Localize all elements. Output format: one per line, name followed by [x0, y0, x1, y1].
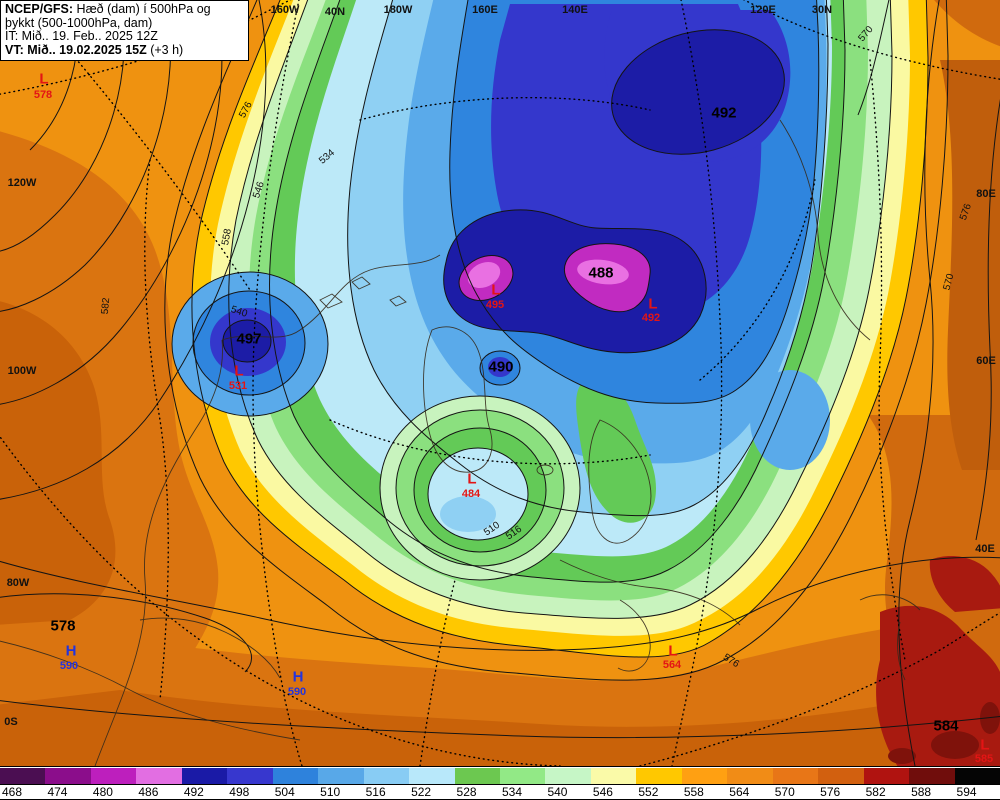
colorbar-cell	[545, 768, 591, 784]
graticule-label: 140E	[562, 4, 588, 16]
graticule-label: 100W	[7, 365, 37, 377]
colorbar-cell	[727, 768, 773, 784]
colorbar-cells	[0, 768, 1000, 785]
graticule-label: 120W	[7, 177, 37, 189]
low-center-value: 564	[662, 659, 682, 671]
colorbar-tick-label: 486	[138, 785, 159, 799]
graticule-label: 120E	[750, 4, 776, 16]
map-canvas	[0, 0, 1000, 766]
colorbar-tick-label: 534	[502, 785, 523, 799]
colorbar-cell	[863, 768, 910, 784]
colorbar-cell	[136, 768, 182, 784]
colorbar-tick-label: 492	[183, 785, 204, 799]
colorbar-cell	[681, 768, 728, 784]
graticule-label: 160W	[270, 4, 300, 16]
title-line-3: IT: Mið.. 19. Feb.. 2025 12Z	[5, 29, 158, 43]
height-label: 488	[588, 264, 614, 282]
height-label: 497	[236, 330, 262, 348]
colorbar-tick-label: 594	[956, 785, 977, 799]
colorbar-cell	[590, 768, 637, 784]
graticule-label: 180W	[383, 4, 413, 16]
low-center-marker: L	[648, 295, 658, 313]
high-center-marker: H	[65, 642, 77, 660]
height-label: 578	[50, 617, 76, 635]
low-center-value: 578	[33, 89, 53, 101]
colorbar-tick-label: 528	[456, 785, 477, 799]
graticule-label: 60E	[976, 355, 996, 367]
colorbar-cell	[454, 768, 500, 784]
colorbar-legend: 468 474 480 486 492 498 504 510 516 522 528 534 540 5…	[0, 766, 1000, 800]
colorbar-cell	[90, 768, 137, 784]
colorbar-cell	[272, 768, 319, 784]
graticule-label: 40N	[324, 6, 346, 18]
colorbar-tick-label: 552	[638, 785, 659, 799]
title-box: NCEP/GFS: Hæð (dam) í 500hPa og þykkt (5…	[0, 0, 249, 61]
low-center-value: 484	[461, 488, 481, 500]
colorbar-tick-label: 504	[274, 785, 295, 799]
colorbar-tick-label: 510	[320, 785, 341, 799]
low-center-value: 531	[228, 380, 248, 392]
low-center-marker: L	[491, 281, 501, 299]
colorbar-labels: 468 474 480 486 492 498 504 510 516 522 528 534 540 5…	[0, 785, 1000, 799]
low-center-value: 492	[641, 312, 661, 324]
cold-fill-rings	[172, 0, 928, 657]
colorbar-cell	[45, 768, 91, 784]
graticule-label: 80E	[976, 188, 996, 200]
high-center-value: 590	[59, 660, 79, 672]
contour-label: 582	[99, 297, 113, 315]
colorbar-cell	[363, 768, 410, 784]
colorbar-cell	[318, 768, 364, 784]
colorbar-tick-label: 582	[865, 785, 886, 799]
coastlines	[0, 119, 921, 766]
low-center-value: 585	[974, 753, 994, 765]
height-label: 584	[933, 717, 959, 735]
colorbar-cell	[499, 768, 546, 784]
low-center-marker: L	[467, 470, 477, 488]
colorbar-tick-label: 546	[592, 785, 613, 799]
colorbar-tick-label: 522	[411, 785, 432, 799]
colorbar-cell	[636, 768, 682, 784]
colorbar-tick-label: 516	[365, 785, 386, 799]
graticule-label: 0S	[4, 716, 18, 728]
colorbar-tick-label: 570	[774, 785, 795, 799]
low-center-value: 495	[485, 299, 505, 311]
graticule-label: 30N	[811, 4, 833, 16]
graticule-label: 80W	[6, 577, 30, 589]
low-center-marker: L	[39, 70, 49, 88]
high-center-value: 590	[287, 686, 307, 698]
colorbar-tick-label: 558	[683, 785, 704, 799]
colorbar-tick-label: 576	[820, 785, 841, 799]
colorbar-tick-label: 540	[547, 785, 568, 799]
colorbar-cell	[409, 768, 455, 784]
graticule-label: 160E	[472, 4, 498, 16]
colorbar-cell	[909, 768, 955, 784]
title-line-2: þykkt (500-1000hPa, dam)	[5, 15, 153, 30]
colorbar-cell	[0, 768, 46, 784]
colorbar-cell	[954, 768, 1000, 784]
colorbar-cell	[227, 768, 273, 784]
height-label: 492	[711, 104, 737, 122]
low-center-marker: L	[234, 362, 244, 380]
title-line-4: VT: Mið.. 19.02.2025 15Z (+3 h)	[5, 42, 184, 57]
colorbar-tick-label: 468	[2, 785, 23, 799]
colorbar-tick-label: 564	[729, 785, 750, 799]
map-area: NCEP/GFS: Hæð (dam) í 500hPa og þykkt (5…	[0, 0, 1000, 766]
colorbar-cell	[818, 768, 864, 784]
colorbar-tick-label: 480	[92, 785, 113, 799]
colorbar-tick-label: 588	[911, 785, 932, 799]
colorbar-tick-label: 474	[47, 785, 68, 799]
colorbar-cell	[181, 768, 228, 784]
low-center-marker: L	[668, 642, 678, 660]
title-line-1: NCEP/GFS: Hæð (dam) í 500hPa og	[5, 2, 211, 16]
high-center-marker: H	[292, 668, 304, 686]
graticule-label: 40E	[975, 543, 995, 555]
low-center-marker: L	[980, 736, 990, 754]
height-label: 490	[488, 358, 514, 376]
colorbar-cell	[772, 768, 819, 784]
colorbar-tick-label: 498	[229, 785, 250, 799]
